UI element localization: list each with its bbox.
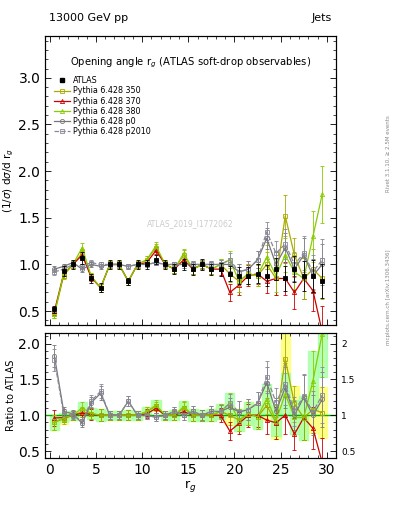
Y-axis label: (1/$\sigma$) d$\sigma$/d r$_g$: (1/$\sigma$) d$\sigma$/d r$_g$ — [1, 148, 16, 213]
X-axis label: r$_g$: r$_g$ — [184, 479, 197, 495]
Text: Opening angle r$_g$ (ATLAS soft-drop observables): Opening angle r$_g$ (ATLAS soft-drop obs… — [70, 56, 311, 71]
Text: Rivet 3.1.10, ≥ 2.5M events: Rivet 3.1.10, ≥ 2.5M events — [386, 115, 391, 192]
Text: mcplots.cern.ch [arXiv:1306.3436]: mcplots.cern.ch [arXiv:1306.3436] — [386, 249, 391, 345]
Y-axis label: Ratio to ATLAS: Ratio to ATLAS — [6, 360, 16, 431]
Text: ATLAS_2019_I1772062: ATLAS_2019_I1772062 — [147, 219, 234, 228]
Legend: ATLAS, Pythia 6.428 350, Pythia 6.428 370, Pythia 6.428 380, Pythia 6.428 p0, Py: ATLAS, Pythia 6.428 350, Pythia 6.428 37… — [52, 75, 152, 138]
Text: Jets: Jets — [312, 13, 332, 23]
Text: 13000 GeV pp: 13000 GeV pp — [49, 13, 128, 23]
